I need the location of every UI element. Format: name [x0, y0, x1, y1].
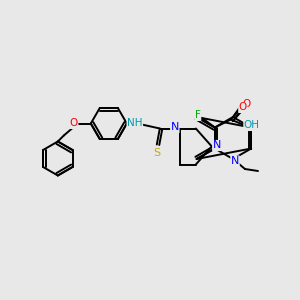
- Text: F: F: [195, 110, 201, 121]
- Text: S: S: [153, 148, 161, 158]
- Text: N: N: [171, 122, 179, 133]
- Text: O: O: [70, 118, 78, 128]
- Text: N: N: [231, 156, 239, 166]
- Text: NH: NH: [127, 118, 142, 128]
- Text: O: O: [239, 103, 247, 112]
- Text: OH: OH: [244, 121, 260, 130]
- Text: O: O: [242, 98, 250, 109]
- Text: N: N: [213, 140, 221, 151]
